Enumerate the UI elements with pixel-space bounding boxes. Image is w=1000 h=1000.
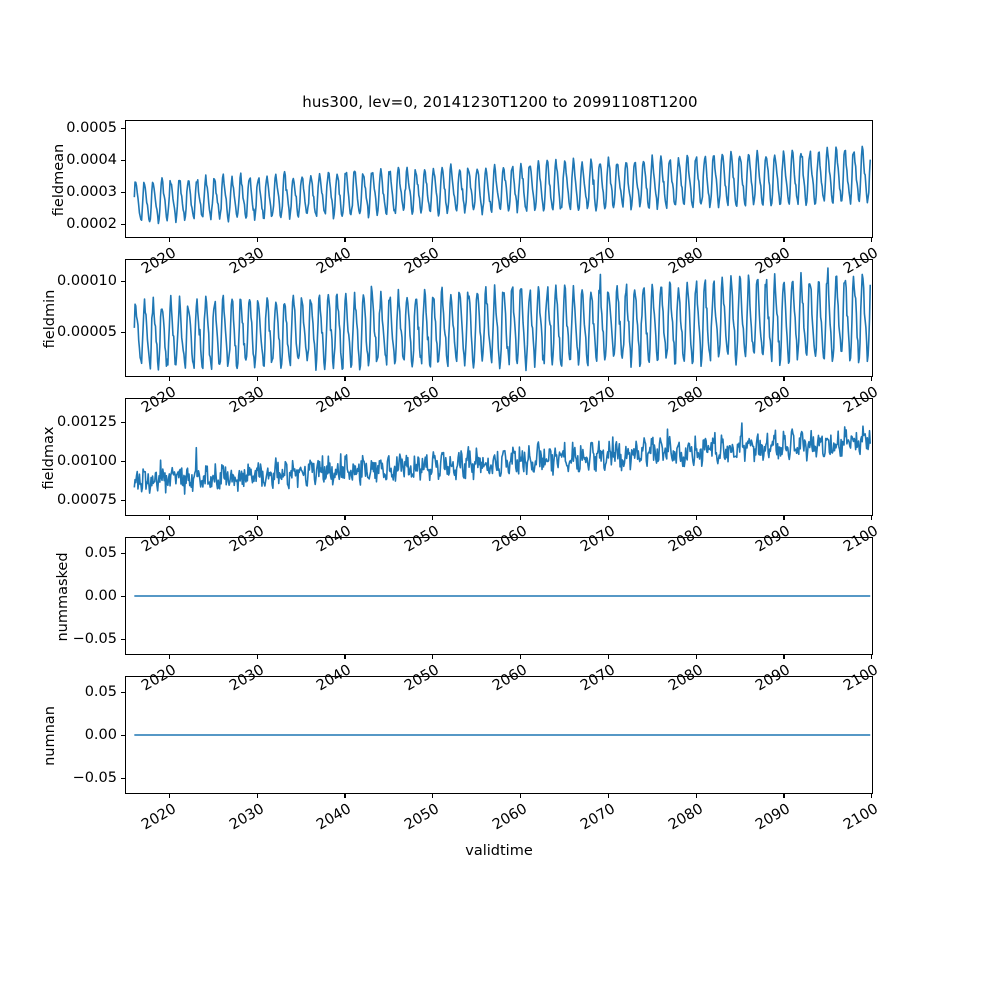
xtick-mark bbox=[520, 238, 522, 242]
xtick-mark bbox=[168, 655, 170, 659]
subplot-fieldmean bbox=[125, 120, 873, 238]
xtick-label: 2020 bbox=[138, 801, 179, 834]
xtick-mark bbox=[783, 377, 785, 381]
xtick-mark bbox=[607, 655, 609, 659]
series-line-fieldmin bbox=[134, 268, 870, 370]
ytick-label: −0.05 bbox=[72, 770, 117, 787]
xtick-mark bbox=[344, 377, 346, 381]
xtick-mark bbox=[256, 794, 258, 798]
ytick-label: 0.0002 bbox=[66, 215, 117, 232]
ytick-label: 0.00125 bbox=[57, 414, 117, 431]
xtick-mark bbox=[344, 516, 346, 520]
xtick-mark bbox=[783, 794, 785, 798]
ytick-label: 0.00075 bbox=[57, 491, 117, 508]
xtick-mark bbox=[520, 516, 522, 520]
xtick-mark bbox=[520, 377, 522, 381]
xtick-label: 2080 bbox=[665, 801, 706, 834]
subplot-nummasked bbox=[125, 537, 873, 655]
ytick-label: 0.0003 bbox=[66, 183, 117, 200]
figure-title: hus300, lev=0, 20141230T1200 to 20991108… bbox=[302, 93, 698, 111]
xtick-mark bbox=[344, 238, 346, 242]
xtick-label: 2040 bbox=[314, 801, 355, 834]
xtick-mark bbox=[607, 794, 609, 798]
ytick-mark bbox=[121, 331, 125, 333]
xtick-mark bbox=[695, 377, 697, 381]
xtick-mark bbox=[168, 516, 170, 520]
ytick-mark bbox=[121, 127, 125, 130]
xtick-label: 2090 bbox=[753, 801, 794, 834]
ytick-mark bbox=[121, 422, 125, 424]
ytick-label: 0.00 bbox=[84, 588, 117, 604]
xtick-mark bbox=[520, 794, 522, 798]
ytick-label: 0.00010 bbox=[57, 273, 117, 290]
ytick-mark bbox=[121, 499, 125, 501]
ytick-mark bbox=[121, 639, 125, 641]
subplot-fieldmin bbox=[125, 259, 873, 377]
xtick-mark bbox=[432, 238, 434, 242]
xtick-mark bbox=[432, 794, 434, 798]
ytick-mark bbox=[121, 735, 125, 737]
xtick-mark bbox=[432, 516, 434, 520]
xtick-mark bbox=[256, 655, 258, 659]
subplot-fieldmax bbox=[125, 398, 873, 516]
ytick-label: 0.0005 bbox=[66, 119, 117, 136]
xtick-mark bbox=[783, 516, 785, 520]
series-line-fieldmean bbox=[134, 146, 870, 223]
xtick-mark bbox=[256, 516, 258, 520]
xtick-mark bbox=[871, 377, 873, 381]
xtick-mark bbox=[256, 377, 258, 381]
xtick-label: 2060 bbox=[490, 801, 531, 834]
xtick-mark bbox=[256, 238, 258, 242]
xtick-mark bbox=[695, 655, 697, 659]
xtick-mark bbox=[695, 238, 697, 242]
ytick-label: 0.00 bbox=[84, 727, 117, 743]
xtick-mark bbox=[695, 794, 697, 798]
ytick-label: 0.00005 bbox=[57, 323, 117, 340]
xtick-mark bbox=[607, 377, 609, 381]
xtick-mark bbox=[695, 516, 697, 520]
series-line-fieldmax bbox=[134, 423, 870, 494]
subplot-numnan bbox=[125, 676, 873, 794]
ytick-mark bbox=[121, 159, 125, 161]
xlabel-validtime: validtime bbox=[465, 843, 533, 859]
ytick-label: 0.0004 bbox=[66, 151, 117, 168]
ytick-mark bbox=[121, 552, 125, 555]
xtick-mark bbox=[871, 238, 873, 242]
ytick-label: 0.05 bbox=[84, 683, 117, 700]
ytick-mark bbox=[121, 281, 125, 283]
xtick-mark bbox=[432, 655, 434, 659]
xtick-mark bbox=[871, 794, 873, 798]
xtick-mark bbox=[783, 238, 785, 242]
ytick-mark bbox=[121, 778, 125, 780]
xtick-mark bbox=[168, 377, 170, 381]
ytick-mark bbox=[121, 191, 125, 193]
xtick-mark bbox=[607, 238, 609, 242]
xtick-mark bbox=[607, 516, 609, 520]
xtick-mark bbox=[344, 655, 346, 659]
ytick-label: 0.05 bbox=[84, 544, 117, 561]
xtick-mark bbox=[432, 377, 434, 381]
xtick-label: 2050 bbox=[402, 801, 443, 834]
xtick-mark bbox=[168, 794, 170, 798]
xtick-label: 2070 bbox=[577, 801, 618, 834]
xtick-label: 2030 bbox=[226, 801, 267, 834]
xtick-mark bbox=[871, 516, 873, 520]
ytick-mark bbox=[121, 691, 125, 694]
xtick-mark bbox=[168, 238, 170, 242]
ytick-mark bbox=[121, 223, 125, 225]
ytick-mark bbox=[121, 596, 125, 598]
xtick-mark bbox=[871, 655, 873, 659]
xtick-label: 2100 bbox=[841, 801, 882, 834]
ytick-label: −0.05 bbox=[72, 631, 117, 648]
ytick-label: 0.00100 bbox=[57, 452, 117, 469]
xtick-mark bbox=[520, 655, 522, 659]
ytick-mark bbox=[121, 460, 125, 462]
xtick-mark bbox=[783, 655, 785, 659]
xtick-mark bbox=[344, 794, 346, 798]
